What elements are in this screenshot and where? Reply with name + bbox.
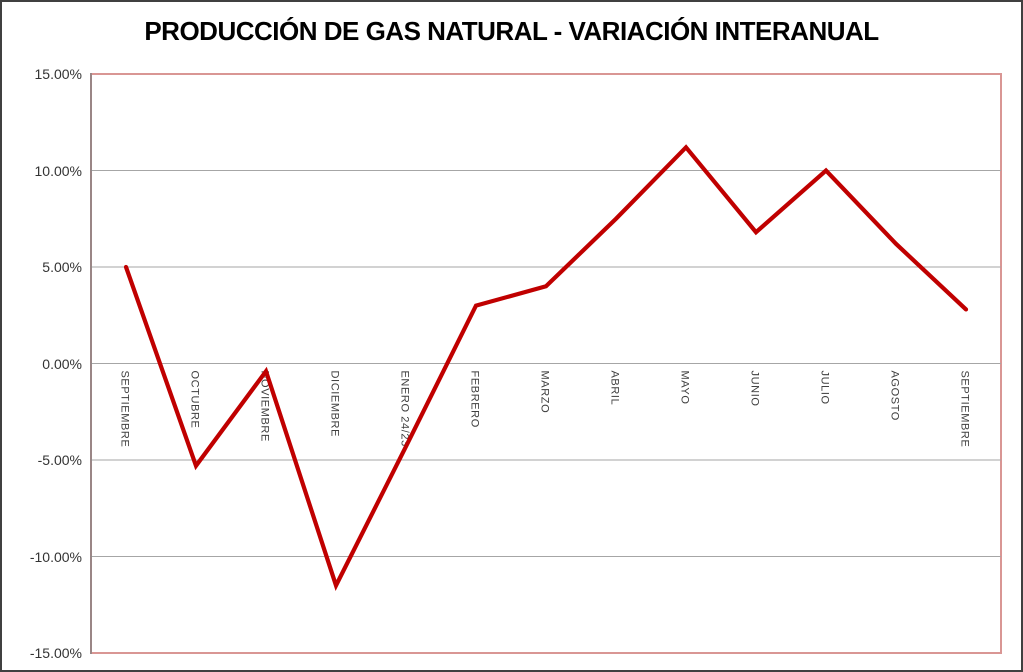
x-axis-tick-label: DICIEMBRE [329,371,341,438]
x-axis-tick-label: MAYO [679,371,691,405]
series-line [123,144,969,591]
x-axis-tick-label: AGOSTO [889,371,901,421]
x-axis-tick-label: NOVIEMBRE [259,371,271,442]
x-axis-tick-label: ABRIL [609,371,621,406]
chart-title: PRODUCCIÓN DE GAS NATURAL - VARIACIÓN IN… [144,16,879,46]
x-axis-tick-label: JULIO [819,371,831,405]
x-axis-tick-label: SEPTIEMBRE [959,371,971,448]
x-axis-tick-label: MARZO [539,371,551,414]
x-axis-tick-label: ENERO 24/23 [399,371,411,447]
x-axis-tick-label: JUNIO [749,371,761,407]
x-axis-tick-label: OCTUBRE [189,371,201,429]
x-axis-tick-label: SEPTIEMBRE [119,371,131,448]
x-axis-tick-label: FEBRERO [469,371,481,428]
